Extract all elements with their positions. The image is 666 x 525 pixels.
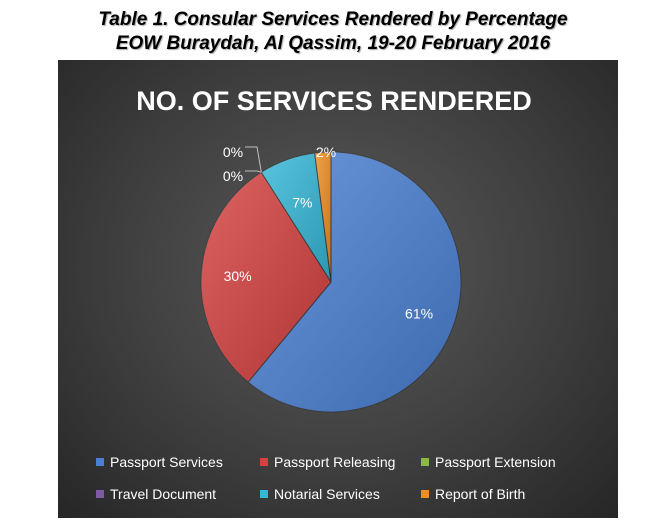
chart-panel: NO. OF SERVICES RENDERED 61% 30% 0% 0% 7% 2% … — [58, 60, 618, 518]
table-caption-line-1: Table 1. Consular Services Rendered by P… — [98, 9, 568, 30]
legend-swatch-notarial-services — [260, 490, 268, 498]
data-label-report-of-birth: 2% — [316, 144, 336, 160]
legend-label-passport-releasing: Passport Releasing — [274, 454, 395, 470]
legend-swatch-report-of-birth — [421, 490, 429, 498]
legend-label-passport-services: Passport Services — [110, 454, 223, 470]
legend-label-notarial-services: Notarial Services — [274, 486, 380, 502]
data-label-passport-releasing: 30% — [224, 268, 252, 284]
legend-label-report-of-birth: Report of Birth — [435, 486, 525, 502]
data-label-passport-services: 61% — [405, 306, 433, 322]
data-label-notarial-services: 7% — [292, 194, 312, 210]
legend-swatch-passport-releasing — [260, 458, 268, 466]
chart-title: NO. OF SERVICES RENDERED — [136, 86, 532, 116]
data-label-travel-document: 0% — [223, 168, 243, 184]
table-caption-line-2: EOW Buraydah, Al Qassim, 19-20 February … — [115, 33, 551, 54]
leader-line-passport-extension — [245, 146, 262, 173]
legend-swatch-passport-extension — [421, 458, 429, 466]
legend-swatch-passport-services — [96, 458, 104, 466]
legend-label-passport-extension: Passport Extension — [435, 454, 556, 470]
data-label-passport-extension: 0% — [223, 144, 243, 160]
legend-label-travel-document: Travel Document — [110, 486, 216, 502]
legend-swatch-travel-document — [96, 490, 104, 498]
leader-line-travel-document — [245, 170, 262, 173]
pie-chart: NO. OF SERVICES RENDERED 61%30%0%0%7%2% … — [96, 86, 556, 502]
